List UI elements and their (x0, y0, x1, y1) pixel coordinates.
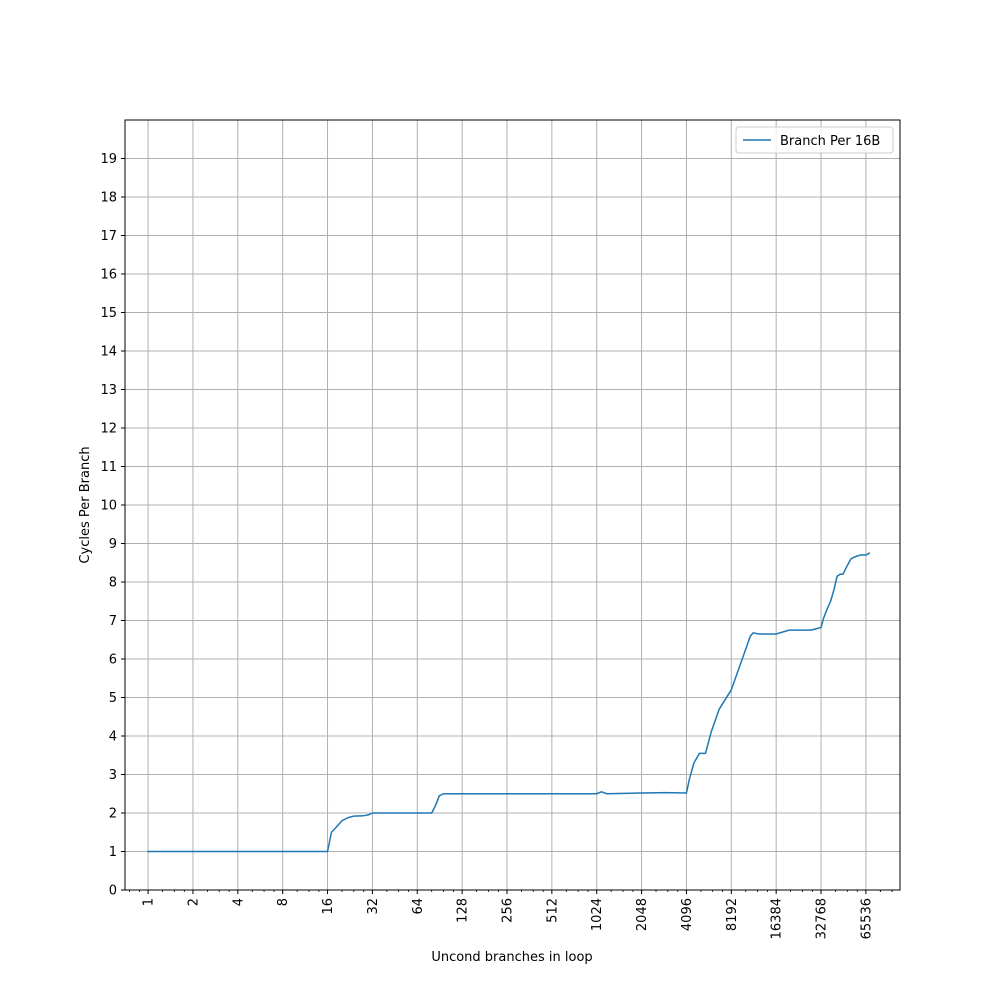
y-tick-label: 3 (109, 768, 117, 783)
y-tick-label: 13 (100, 383, 117, 398)
x-tick-label: 16384 (770, 898, 785, 939)
y-tick-label: 2 (109, 807, 117, 822)
y-tick-label: 4 (109, 730, 117, 745)
x-tick-label: 4 (231, 898, 246, 906)
series-line (147, 552, 871, 853)
x-tick-label: 16 (321, 898, 336, 915)
y-tick-label: 10 (100, 499, 117, 514)
y-axis-label: Cycles Per Branch (78, 446, 93, 563)
y-tick-label: 12 (100, 422, 117, 437)
x-tick-label: 32 (366, 898, 381, 915)
y-tick-label: 14 (100, 345, 117, 360)
y-tick-label: 8 (109, 576, 117, 591)
y-tick-label: 9 (109, 537, 117, 552)
series-layer (147, 552, 871, 853)
x-tick-label: 8 (276, 898, 291, 906)
legend: Branch Per 16B (735, 126, 894, 154)
y-tick-label: 6 (109, 653, 117, 668)
x-tick-label: 4096 (680, 898, 695, 931)
y-tick-label: 1 (109, 845, 117, 860)
x-tick-label: 1024 (590, 898, 605, 931)
y-tick-label: 18 (100, 191, 117, 206)
x-tick-label: 128 (456, 898, 471, 923)
grid-layer (125, 120, 900, 890)
y-tick-label: 11 (100, 460, 117, 475)
x-tick-label: 1 (142, 898, 157, 906)
x-tick-label: 32768 (815, 898, 830, 939)
y-tick-label: 5 (109, 691, 117, 706)
legend-box (735, 126, 894, 154)
x-tick-label: 2048 (635, 898, 650, 931)
legend-label: Branch Per 16B (780, 134, 880, 149)
x-tick-label: 512 (545, 898, 560, 923)
y-tick-label: 0 (109, 884, 117, 899)
y-tick-label: 17 (100, 229, 117, 244)
ticks-layer: 1 2 4 8 16 32 64 128 256 512 1024 2048 4096 8192 16384… (100, 152, 893, 939)
y-tick-label: 16 (100, 268, 117, 283)
x-tick-label: 256 (500, 898, 515, 923)
x-axis-label: Uncond branches in loop (431, 950, 592, 965)
x-tick-label: 8192 (725, 898, 740, 931)
y-tick-label: 19 (100, 152, 117, 167)
y-tick-label: 15 (100, 306, 117, 321)
x-tick-label: 2 (186, 898, 201, 906)
y-tick-label: 7 (109, 614, 117, 629)
x-tick-label: 65536 (859, 898, 874, 939)
x-tick-label: 64 (411, 898, 426, 915)
